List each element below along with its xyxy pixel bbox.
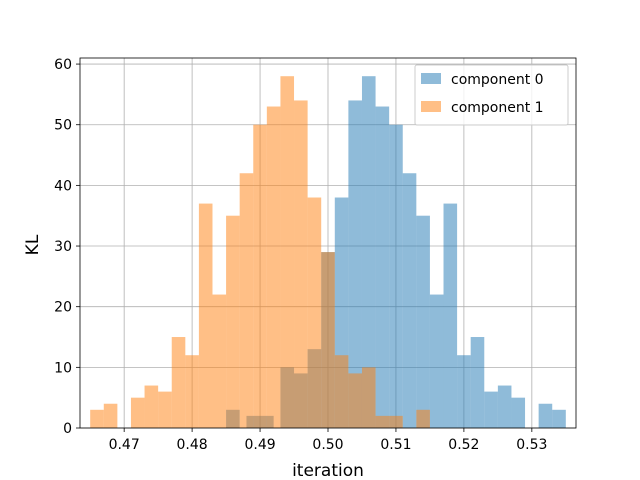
histogram-bar-component-1 [389, 415, 403, 428]
histogram-bar-component-0 [511, 397, 526, 428]
histogram-bar-component-1 [321, 252, 335, 428]
histogram-bar-component-0 [429, 294, 444, 428]
histogram-bar-component-1 [307, 197, 322, 428]
y-tick-label: 0 [63, 421, 72, 437]
x-axis-label: iteration [292, 461, 364, 480]
histogram-bar-component-1 [226, 215, 240, 428]
histogram-bar-component-1 [348, 373, 362, 428]
x-tick-label: 0.51 [380, 437, 411, 453]
histogram-bar-component-0 [348, 100, 362, 428]
histogram-bar-component-1 [103, 403, 118, 428]
y-axis-label: KL [23, 234, 43, 255]
histogram-bar-component-1 [198, 203, 213, 428]
y-tick-label: 50 [54, 118, 72, 134]
legend-swatch-component-1 [421, 101, 441, 112]
histogram-bar-component-1 [361, 367, 376, 428]
x-tick-label: 0.53 [516, 437, 547, 453]
histogram-bar-component-0 [552, 409, 566, 428]
legend-label-component-1: component 1 [451, 100, 544, 116]
histogram-bar-component-0 [497, 385, 512, 428]
histogram-bar-component-0 [402, 173, 417, 428]
x-tick-label: 0.52 [448, 437, 479, 453]
histogram-bar-component-1 [158, 391, 172, 428]
x-tick-label: 0.50 [312, 437, 343, 453]
histogram-bar-component-1 [144, 385, 159, 428]
histogram-bar-component-1 [266, 106, 281, 428]
histogram-bar-component-1 [130, 397, 145, 428]
x-tick-label: 0.49 [244, 437, 275, 453]
legend-label-component-0: component 0 [451, 72, 544, 88]
y-tick-label: 40 [54, 178, 72, 194]
histogram-bar-component-0 [361, 76, 376, 429]
histogram-bar-component-1 [334, 355, 349, 428]
histogram-bar-component-1 [212, 294, 227, 428]
histogram-bar-component-0 [389, 124, 403, 428]
y-tick-label: 10 [54, 360, 72, 376]
histogram-bar-component-1 [280, 76, 295, 429]
legend-frame [414, 64, 569, 126]
y-tick-label: 30 [54, 239, 72, 255]
histogram-bar-component-1 [90, 409, 104, 428]
x-tick-label: 0.47 [109, 437, 140, 453]
x-tick-label: 0.48 [177, 437, 208, 453]
legend: component 0 component 1 [414, 64, 569, 126]
histogram-bar-component-1 [375, 415, 390, 428]
y-tick-label: 60 [54, 57, 72, 73]
histogram-bar-component-0 [470, 337, 485, 428]
histogram-bar-component-1 [171, 337, 186, 428]
histogram-bar-component-0 [484, 391, 498, 428]
histogram-bar-component-0 [416, 215, 430, 428]
histogram-bar-component-1 [253, 124, 267, 428]
histogram-bar-component-0 [538, 403, 553, 428]
histogram-bar-component-0 [375, 106, 390, 428]
y-tick-label: 20 [54, 300, 72, 316]
histogram-bar-component-1 [294, 100, 308, 428]
histogram-bar-component-1 [239, 173, 254, 428]
histogram-bar-component-0 [443, 203, 458, 428]
histogram-bar-component-0 [457, 355, 471, 428]
histogram-bar-component-1 [185, 355, 199, 428]
histogram-bar-component-1 [416, 409, 430, 428]
tick-marks: 0.47 0.48 0.49 0.50 0.51 0.52 0.53 0 10 20 30 40 50 6… [54, 57, 547, 453]
histogram-bars [90, 76, 566, 429]
legend-swatch-component-0 [421, 73, 441, 84]
